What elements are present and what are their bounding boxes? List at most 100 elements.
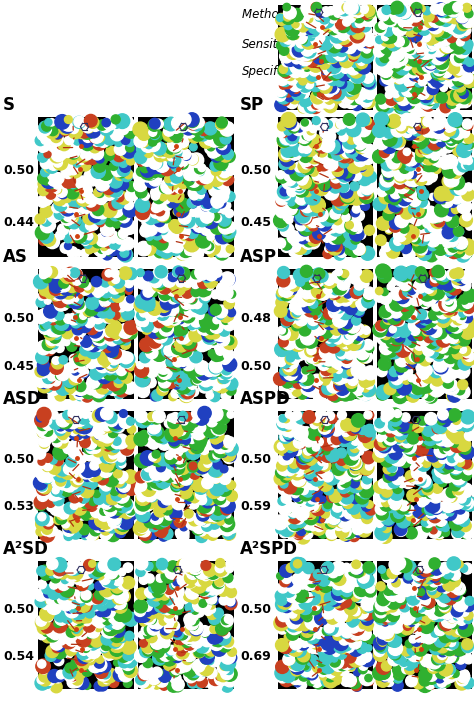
Circle shape (327, 59, 341, 74)
Circle shape (335, 77, 344, 86)
Circle shape (183, 375, 194, 386)
Circle shape (108, 505, 121, 518)
Circle shape (160, 144, 171, 155)
Circle shape (125, 182, 133, 191)
Circle shape (315, 584, 324, 594)
Circle shape (350, 18, 365, 33)
Circle shape (387, 572, 397, 583)
Circle shape (111, 288, 121, 298)
Circle shape (327, 230, 337, 240)
Circle shape (145, 141, 153, 148)
Circle shape (211, 166, 221, 175)
Circle shape (328, 313, 343, 328)
Circle shape (346, 600, 355, 609)
Bar (377, 117, 472, 257)
Circle shape (331, 507, 341, 517)
Circle shape (275, 98, 288, 112)
Circle shape (380, 247, 393, 260)
Circle shape (196, 466, 204, 474)
Circle shape (439, 149, 446, 156)
Circle shape (189, 153, 204, 168)
Circle shape (98, 474, 113, 489)
Circle shape (197, 122, 210, 136)
Circle shape (51, 573, 61, 583)
Circle shape (141, 288, 153, 300)
Circle shape (148, 137, 157, 146)
Circle shape (140, 308, 148, 317)
Circle shape (205, 334, 219, 348)
Circle shape (79, 649, 91, 661)
Circle shape (335, 200, 345, 210)
Circle shape (443, 614, 457, 628)
Circle shape (67, 268, 78, 279)
Circle shape (183, 236, 198, 250)
Circle shape (37, 366, 49, 378)
Circle shape (100, 457, 114, 472)
Circle shape (137, 144, 147, 155)
Circle shape (304, 98, 312, 106)
Circle shape (84, 129, 91, 136)
Circle shape (54, 456, 63, 466)
Circle shape (293, 56, 305, 68)
Circle shape (439, 455, 447, 464)
Circle shape (429, 490, 442, 503)
Circle shape (211, 380, 222, 391)
Circle shape (440, 129, 452, 142)
Circle shape (290, 638, 302, 650)
Circle shape (115, 193, 124, 202)
Circle shape (78, 426, 88, 436)
Circle shape (374, 600, 388, 614)
Circle shape (172, 628, 183, 639)
Circle shape (135, 198, 150, 212)
Circle shape (91, 506, 103, 518)
Circle shape (423, 313, 437, 327)
Circle shape (309, 489, 321, 502)
Circle shape (321, 597, 335, 611)
Circle shape (183, 174, 194, 185)
Circle shape (436, 460, 448, 472)
Circle shape (310, 309, 321, 320)
Circle shape (389, 444, 398, 452)
Circle shape (453, 226, 464, 236)
Circle shape (109, 175, 122, 188)
Circle shape (187, 677, 198, 688)
Circle shape (462, 638, 473, 650)
Circle shape (65, 604, 79, 618)
Circle shape (334, 600, 341, 608)
Circle shape (307, 510, 316, 520)
Circle shape (377, 265, 391, 279)
Circle shape (288, 674, 298, 685)
Circle shape (171, 461, 184, 474)
Circle shape (40, 423, 49, 432)
Circle shape (136, 187, 147, 198)
Circle shape (353, 243, 365, 255)
Circle shape (109, 278, 116, 285)
Circle shape (113, 575, 123, 585)
Circle shape (218, 337, 226, 345)
Circle shape (136, 318, 145, 327)
Circle shape (406, 172, 421, 187)
Circle shape (448, 80, 457, 89)
Circle shape (358, 585, 371, 598)
Circle shape (399, 228, 407, 236)
Circle shape (190, 419, 199, 427)
Circle shape (104, 327, 113, 337)
Circle shape (430, 419, 438, 426)
Circle shape (323, 156, 337, 169)
Circle shape (300, 198, 315, 213)
Circle shape (304, 571, 317, 583)
Circle shape (191, 562, 201, 572)
Circle shape (421, 291, 436, 306)
Circle shape (416, 134, 429, 146)
Circle shape (327, 244, 334, 251)
Circle shape (352, 469, 361, 479)
Circle shape (180, 557, 194, 572)
Circle shape (461, 503, 469, 510)
Circle shape (426, 17, 439, 30)
Circle shape (283, 65, 293, 74)
Circle shape (126, 328, 137, 339)
Circle shape (395, 52, 404, 62)
Circle shape (316, 286, 330, 300)
Circle shape (447, 269, 457, 280)
Circle shape (449, 419, 457, 426)
